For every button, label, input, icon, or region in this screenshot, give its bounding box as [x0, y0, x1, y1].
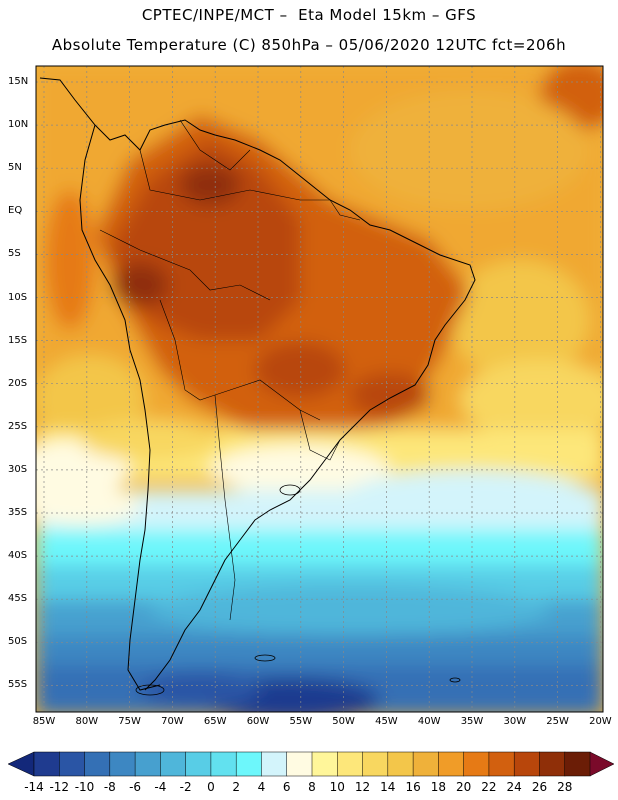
colorbar-label: -8: [103, 780, 116, 794]
latitude-label: 55S: [8, 679, 28, 691]
colorbar-swatch: [362, 751, 389, 777]
latitude-label: 10S: [8, 291, 28, 303]
colorbar-swatch: [235, 751, 263, 777]
colorbar-label: 28: [557, 780, 573, 794]
colorbar-swatch: [160, 751, 187, 777]
colorbar-label: -4: [154, 780, 167, 794]
colorbar-swatch: [387, 751, 414, 777]
latitude-label: 5S: [8, 248, 21, 260]
colorbar-label: 22: [481, 780, 497, 794]
colorbar-swatch: [261, 751, 288, 777]
latitude-label: EQ: [8, 205, 23, 217]
map-title: CPTEC/INPE/MCT – Eta Model 15km – GFS: [141, 6, 477, 24]
colorbar-label: 2: [232, 780, 240, 794]
latitude-label: 15N: [8, 76, 29, 87]
longitude-label: 85W: [32, 716, 56, 727]
colorbar-label: 26: [531, 780, 548, 794]
colorbar-swatch: [564, 751, 591, 777]
colorbar-under-arrow: [7, 751, 35, 777]
longitude-label: 35W: [460, 716, 484, 727]
colorbar-swatch: [109, 751, 136, 777]
colorbar-swatch: [337, 751, 364, 777]
longitude-label: 50W: [332, 716, 355, 727]
latitude-label: 10N: [8, 119, 29, 131]
country-borders: [99, 119, 361, 621]
colorbar-swatch: [412, 751, 439, 777]
latitude-label: 20S: [8, 377, 28, 389]
longitude-label: 45W: [375, 716, 398, 727]
latitude-label: 35S: [8, 507, 28, 518]
longitude-label: 55W: [289, 716, 313, 727]
colorbar-label: 14: [380, 780, 396, 794]
longitude-label: 30W: [503, 716, 527, 727]
colorbar-over-arrow: [589, 751, 615, 777]
colorbar-swatch: [311, 751, 338, 777]
colorbar-swatch: [59, 751, 86, 777]
latitude-label: 15S: [8, 334, 28, 346]
colorbar-swatch: [438, 751, 465, 777]
colorbar-swatch: [210, 751, 237, 777]
colorbar-swatch: [539, 751, 566, 777]
colorbar-swatch: [134, 751, 161, 777]
colorbar-label: -10: [74, 780, 95, 794]
colorbar-label: 20: [455, 780, 472, 794]
longitude-label: 25W: [546, 716, 569, 727]
longitude-label: 40W: [417, 716, 441, 727]
colorbar-label: 0: [207, 780, 215, 794]
colorbar-swatch: [185, 751, 212, 777]
latitude-label: 45S: [8, 593, 28, 605]
colorbar-swatch: [463, 751, 490, 777]
colorbar: [7, 751, 615, 777]
colorbar-label: -14: [24, 780, 44, 794]
longitude-label: 65W: [203, 716, 227, 727]
colorbar-swatch: [84, 751, 111, 777]
coastline: [39, 77, 476, 691]
longitude-label: 20W: [589, 716, 612, 727]
colorbar-label: 4: [257, 780, 266, 794]
colorbar-label: 18: [430, 780, 446, 794]
colorbar-label: 16: [405, 780, 421, 794]
colorbar-label: 6: [282, 780, 291, 794]
colorbar-label: -2: [179, 780, 192, 794]
longitude-label: 80W: [75, 716, 99, 727]
islands: [135, 484, 461, 696]
latitude-label: 50S: [8, 636, 28, 648]
colorbar-swatch: [286, 751, 313, 777]
colorbar-label: 12: [354, 780, 371, 794]
colorbar-label: 10: [329, 780, 345, 794]
colorbar-label: -6: [129, 780, 142, 794]
map-frame: [35, 65, 604, 713]
colorbar-label: 8: [308, 780, 316, 794]
longitude-label: 60W: [246, 716, 270, 727]
latitude-label: 5N: [8, 162, 22, 174]
colorbar-swatch: [33, 751, 60, 777]
latitude-label: 30S: [8, 463, 28, 475]
colorbar-label: 24: [506, 780, 522, 794]
colorbar-swatch: [488, 751, 515, 777]
longitude-label: 75W: [118, 716, 141, 727]
temperature-field: [36, 66, 603, 712]
map-subtitle: Absolute Temperature (C) 850hPa – 05/06/…: [51, 36, 567, 54]
latitude-label: 25S: [8, 420, 28, 432]
colorbar-swatch: [513, 751, 541, 777]
latitude-label: 40S: [8, 550, 28, 562]
longitude-label: 70W: [161, 716, 184, 727]
colorbar-label: -12: [49, 780, 70, 794]
